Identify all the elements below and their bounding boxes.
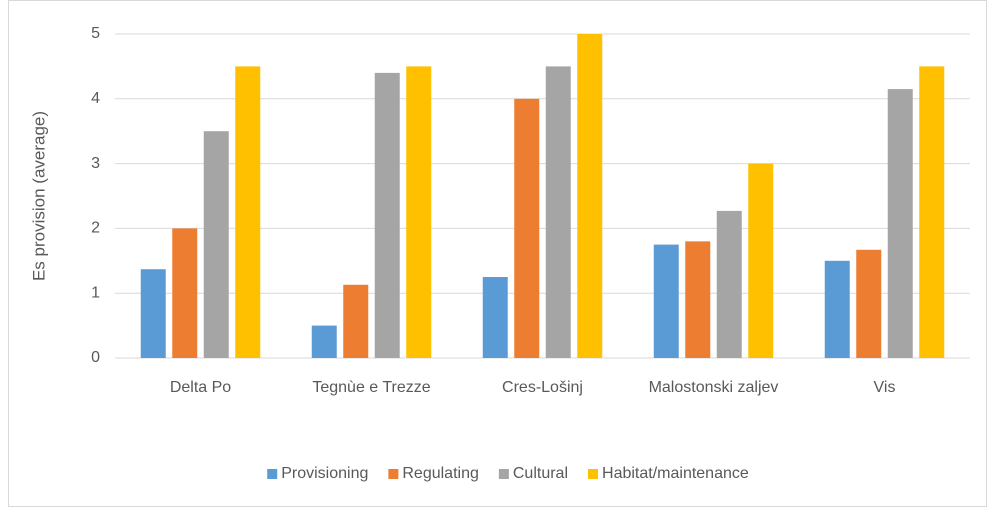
bar (235, 66, 261, 359)
x-tick-label: Delta Po (169, 379, 232, 396)
bar (311, 325, 337, 358)
bar (919, 66, 945, 359)
legend-label: Habitat/maintenance (602, 465, 749, 482)
y-tick-label: 1 (91, 284, 100, 301)
y-tick-label: 4 (91, 90, 100, 107)
y-tick-label: 2 (91, 220, 100, 237)
x-tick-label: Cres-Lošinj (502, 379, 583, 396)
bar (482, 277, 508, 358)
legend-label: Provisioning (281, 465, 368, 482)
bar (856, 249, 882, 358)
bar (343, 284, 369, 358)
bar (685, 241, 711, 358)
bar (172, 228, 198, 358)
bar (824, 260, 850, 358)
x-tick-label: Malostonski zaljev (648, 379, 779, 396)
legend-swatch (498, 469, 509, 479)
y-tick-label: 0 (91, 349, 100, 366)
legend-label: Regulating (402, 465, 479, 482)
bar (887, 89, 913, 358)
x-tick-label: Tegnùe e Trezze (312, 379, 431, 396)
bar (716, 210, 742, 358)
bar (653, 244, 679, 358)
bar (748, 163, 774, 358)
bar (140, 269, 166, 358)
bar (545, 66, 571, 359)
bar (203, 131, 229, 358)
bar (577, 34, 603, 358)
legend-label: Cultural (513, 465, 568, 482)
legend-swatch (388, 469, 399, 479)
bar (406, 66, 432, 359)
bar (374, 72, 400, 358)
y-axis-label: Es provision (average) (29, 111, 48, 281)
y-tick-label: 5 (91, 25, 100, 42)
chart-border (8, 0, 987, 507)
y-tick-label: 3 (91, 155, 100, 172)
x-tick-label: Vis (873, 379, 896, 396)
legend-swatch (588, 469, 599, 479)
bar (514, 98, 540, 359)
legend-swatch (267, 469, 278, 479)
